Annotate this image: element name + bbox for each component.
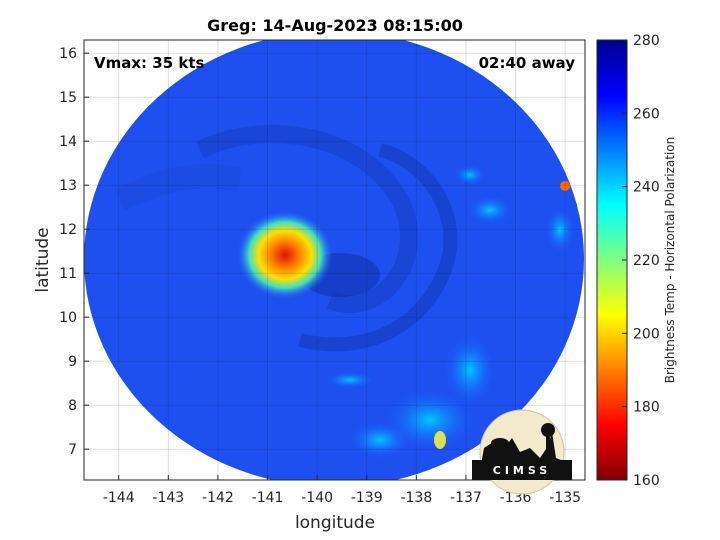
plot-area: [83, 39, 586, 481]
colorbar-tick-label: 240: [633, 180, 660, 196]
logo-text: CIMSS: [493, 464, 551, 477]
y-tick-label: 13: [59, 178, 77, 194]
colorbar-tick-label: 260: [633, 106, 660, 122]
y-tick-label: 7: [68, 442, 77, 458]
x-tick-label: -144: [103, 490, 135, 506]
warm-cell: [326, 372, 374, 388]
convective-core: [237, 211, 333, 299]
warm-cell: [350, 422, 410, 458]
y-tick-label: 14: [59, 134, 77, 150]
x-tick-label: -143: [152, 490, 184, 506]
rain-band: [298, 143, 458, 352]
swath-layer: [84, 40, 584, 480]
y-tick-label: 9: [68, 354, 77, 370]
y-tick-label: 11: [59, 266, 77, 282]
x-tick-label: -137: [450, 490, 482, 506]
swath-texture: [114, 125, 574, 458]
logo-banner: [472, 460, 572, 480]
satellite-dish-icon: [491, 438, 509, 448]
colorbar-tick-label: 160: [633, 473, 660, 489]
x-tick-label: -141: [252, 490, 284, 506]
y-tick-label: 8: [68, 398, 77, 414]
colorbar-ticks: 280 260 240 220 200 180 160: [622, 33, 660, 489]
warm-cell: [468, 196, 512, 224]
x-tick-label: -135: [549, 490, 581, 506]
hot-spot: [434, 431, 446, 449]
warm-cell: [546, 208, 574, 252]
x-tick-label: -142: [202, 490, 234, 506]
y-tick-label: 16: [59, 46, 77, 62]
y-axis-label: latitude: [33, 227, 53, 292]
y-axis-ticks: 7 8 9 10 11 12 13 14 15 16: [59, 46, 89, 458]
plot-frame: [83, 39, 586, 481]
rain-band: [114, 164, 243, 211]
y-tick-label: 15: [59, 90, 77, 106]
time-offset-annotation: 02:40 away: [479, 54, 576, 72]
hot-spot: [560, 181, 570, 191]
x-axis-ticks: -144 -143 -142 -141 -140 -139 -138 -137 -136 -135: [103, 475, 581, 506]
x-tick-label: -139: [351, 490, 383, 506]
colorbar-tick-label: 280: [633, 33, 660, 49]
y-tick-label: 10: [59, 310, 77, 326]
chart-title: Greg: 14-Aug-2023 08:15:00: [207, 16, 463, 35]
colorbar-label: Brightness Temp - Horizontal Polarizatio…: [663, 137, 677, 384]
colorbar-tick-label: 200: [633, 326, 660, 342]
water-tower-icon: [541, 423, 555, 437]
colorbar: 280 260 240 220 200 180 160 Brightness Temp - …: [596, 33, 677, 489]
cimss-logo: CIMSS: [472, 409, 572, 495]
colorbar-tick-label: 180: [633, 400, 660, 416]
vmax-annotation: Vmax: 35 kts: [94, 54, 204, 72]
x-tick-label: -140: [301, 490, 333, 506]
y-tick-label: 12: [59, 222, 77, 238]
colorbar-tick-label: 220: [633, 253, 660, 269]
grid-overlay: [84, 40, 585, 480]
x-tick-label: -138: [400, 490, 432, 506]
rain-band: [195, 125, 419, 313]
warm-cell: [455, 165, 485, 185]
x-axis-label: longitude: [295, 513, 375, 533]
warm-cell: [445, 335, 495, 405]
